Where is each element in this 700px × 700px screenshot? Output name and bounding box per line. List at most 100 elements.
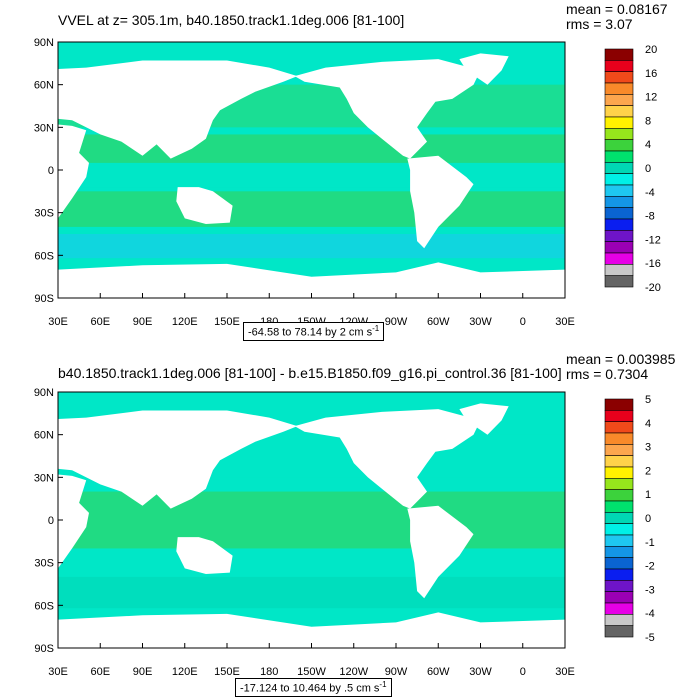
colorbar-swatch xyxy=(604,94,634,106)
colorbar-swatch xyxy=(604,230,634,242)
x-tick-label: 150E xyxy=(214,316,240,328)
panel-1-range-label: -64.58 to 78.14 by 2 cm s-1 xyxy=(243,322,385,341)
x-tick-label: 30E xyxy=(48,666,68,678)
colorbar-label: 1 xyxy=(645,489,651,501)
panel-2-title: b40.1850.track1.1deg.006 [81-100] - b.e1… xyxy=(58,365,562,381)
y-tick-label: 30N xyxy=(34,122,54,134)
colorbar-label: 2 xyxy=(645,465,651,477)
panel-2-range-text: -17.124 to 10.464 by .5 cm s xyxy=(240,682,380,695)
land-mass xyxy=(407,505,474,599)
colorbar-swatch xyxy=(604,410,634,422)
x-tick-label: 120E xyxy=(172,316,198,328)
y-tick-label: 60S xyxy=(34,600,54,612)
panel-1-rms: rms = 3.07 xyxy=(566,16,633,32)
y-tick-label: 60N xyxy=(34,80,54,92)
colorbar-swatch xyxy=(604,478,634,490)
colorbar-swatch xyxy=(604,432,634,445)
colorbar-swatch xyxy=(604,218,634,231)
panel-2-range-sup: -1 xyxy=(379,680,387,689)
colorbar-swatch xyxy=(604,580,634,592)
colorbar-swatch xyxy=(604,105,634,118)
colorbar-label: -16 xyxy=(645,258,661,270)
land-mass xyxy=(294,59,481,159)
colorbar-swatch xyxy=(604,546,634,558)
land-mass xyxy=(294,409,481,509)
colorbar-label: -20 xyxy=(645,282,661,294)
panel-1-title: VVEL at z= 305.1m, b40.1850.track1.1deg.… xyxy=(58,12,405,28)
colorbar-label: 8 xyxy=(645,115,651,127)
colorbar-label: -4 xyxy=(645,187,655,199)
colorbar-swatch xyxy=(604,173,634,186)
colorbar-swatch xyxy=(604,500,634,513)
colorbar-swatch xyxy=(604,489,634,502)
panel-1-range-sup: -1 xyxy=(372,324,380,333)
colorbar-label: -1 xyxy=(645,537,655,549)
colorbar-swatch xyxy=(604,162,634,174)
land-mass xyxy=(58,612,565,648)
zonal-band xyxy=(58,234,565,259)
colorbar-label: 12 xyxy=(645,92,657,104)
x-tick-label: 90E xyxy=(133,666,153,678)
colorbar-swatch xyxy=(604,568,634,581)
colorbar-swatch xyxy=(604,150,634,163)
x-tick-label: 60W xyxy=(427,316,450,328)
colorbar-swatch xyxy=(604,116,634,129)
colorbar-label: 0 xyxy=(645,513,651,525)
colorbar-label: 5 xyxy=(645,394,651,406)
colorbar-label: -12 xyxy=(645,234,661,246)
y-tick-label: 30S xyxy=(34,208,54,220)
colorbar-swatch xyxy=(604,207,634,220)
colorbar-swatch xyxy=(604,71,634,84)
x-tick-label: 30W xyxy=(469,666,492,678)
x-tick-label: 120W xyxy=(339,666,368,678)
panel-1-map: 90N60N30N030S60S90S30E60E90E120E150E1801… xyxy=(1,37,661,328)
colorbar-label: -4 xyxy=(645,608,655,620)
land-mass xyxy=(459,53,509,85)
x-tick-label: 90W xyxy=(385,316,408,328)
x-tick-label: 0 xyxy=(520,316,526,328)
colorbar-swatch xyxy=(604,275,634,288)
colorbar-swatch xyxy=(604,625,634,638)
x-tick-label: 0 xyxy=(520,666,526,678)
colorbar-swatch xyxy=(604,455,634,468)
colorbar-swatch xyxy=(604,48,634,61)
colorbar-swatch xyxy=(604,241,634,254)
land-mass xyxy=(1,60,298,159)
colorbar-swatch xyxy=(604,398,634,411)
land-mass xyxy=(176,537,233,574)
colorbar-swatch xyxy=(604,534,634,547)
land-mass xyxy=(407,155,474,249)
land-mass xyxy=(1,468,90,569)
x-tick-label: 60W xyxy=(427,666,450,678)
colorbar-label: 4 xyxy=(645,418,651,430)
y-tick-label: 60N xyxy=(34,430,54,442)
y-tick-label: 30S xyxy=(34,558,54,570)
colorbar-swatch xyxy=(604,614,634,626)
land-mass xyxy=(1,410,298,509)
colorbar-swatch xyxy=(604,591,634,604)
x-tick-label: 120E xyxy=(172,666,198,678)
colorbar-swatch xyxy=(604,184,634,197)
colorbar-swatch xyxy=(604,82,634,95)
colorbar-label: -2 xyxy=(645,561,655,573)
colorbar-swatch xyxy=(604,602,634,615)
colorbar-label: 0 xyxy=(645,163,651,175)
land-mass xyxy=(459,403,509,435)
panel-2-mean: mean = 0.003985 xyxy=(566,351,676,367)
land-mass xyxy=(176,187,233,224)
colorbar-label: -5 xyxy=(645,632,655,644)
x-tick-label: 150W xyxy=(297,666,326,678)
land-mass xyxy=(58,262,565,298)
y-tick-label: 90S xyxy=(34,643,54,655)
colorbar-swatch xyxy=(604,60,634,72)
y-tick-label: 0 xyxy=(48,515,54,527)
colorbar-swatch xyxy=(604,444,634,456)
colorbar-swatch xyxy=(604,466,634,479)
panel-1-mean: mean = 0.08167 xyxy=(566,1,668,17)
colorbar-swatch xyxy=(604,523,634,536)
y-tick-label: 0 xyxy=(48,165,54,177)
x-tick-label: 30E xyxy=(555,666,575,678)
zonal-band xyxy=(58,170,565,188)
x-tick-label: 90E xyxy=(133,316,153,328)
x-tick-label: 30E xyxy=(555,316,575,328)
